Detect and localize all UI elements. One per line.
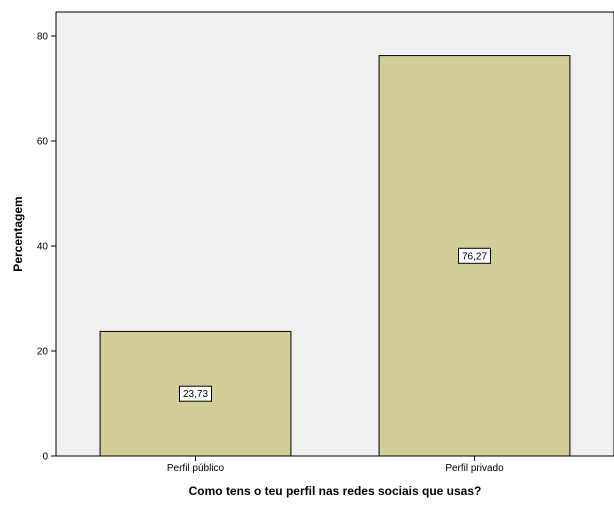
y-tick-label: 60 [37, 137, 49, 148]
data-labels-layer: 23,73 76,27 [179, 247, 491, 402]
x-tick-label: Perfil público [167, 463, 225, 474]
x-axis: Perfil público Perfil privado [167, 456, 504, 474]
x-tick-label: Perfil privado [445, 463, 504, 474]
data-label: 23,73 [183, 389, 208, 400]
y-axis-title: Percentagem [11, 196, 25, 271]
y-tick-label: 40 [37, 242, 49, 253]
y-tick-label: 0 [42, 452, 48, 463]
y-axis: 0 20 40 60 80 [37, 32, 56, 463]
data-label: 76,27 [462, 251, 487, 262]
y-tick-label: 20 [37, 347, 49, 358]
y-tick-label: 80 [37, 32, 49, 43]
x-axis-title: Como tens o teu perfil nas redes sociais… [189, 484, 482, 498]
data-label-box [179, 385, 212, 402]
data-label-box [458, 247, 491, 264]
